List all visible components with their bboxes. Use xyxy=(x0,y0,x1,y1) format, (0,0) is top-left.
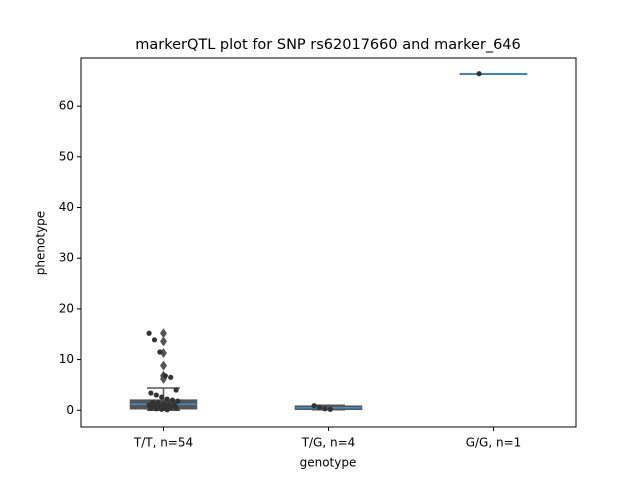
y-tick-label: 10 xyxy=(59,352,74,366)
point xyxy=(327,406,333,412)
point xyxy=(169,397,176,403)
outlier xyxy=(160,360,167,371)
y-tick-label: 40 xyxy=(59,200,74,214)
point xyxy=(168,404,174,410)
point xyxy=(164,407,170,413)
point xyxy=(153,406,159,412)
x-axis-label: genotype xyxy=(300,456,357,470)
point xyxy=(159,394,165,400)
point xyxy=(153,392,159,398)
point xyxy=(164,396,170,402)
point xyxy=(146,330,152,336)
point xyxy=(148,405,154,411)
y-tick-label: 60 xyxy=(59,99,74,113)
point xyxy=(173,387,179,393)
y-tick-label: 20 xyxy=(59,301,74,315)
point xyxy=(322,406,328,412)
y-tick-label: 30 xyxy=(59,251,74,265)
point xyxy=(148,390,154,396)
point xyxy=(316,404,323,410)
plot-frame xyxy=(80,57,577,428)
y-tick-label: 0 xyxy=(66,403,74,417)
point xyxy=(168,374,174,380)
outlier xyxy=(160,328,167,339)
x-tick-label: T/G, n=4 xyxy=(301,436,356,450)
point xyxy=(173,405,179,411)
x-tick-label: T/T, n=54 xyxy=(133,436,193,450)
x-tick-label: G/G, n=1 xyxy=(466,436,522,450)
y-axis-label: phenotype xyxy=(34,211,48,275)
chart-title: markerQTL plot for SNP rs62017660 and ma… xyxy=(135,37,521,53)
point xyxy=(157,349,163,355)
point xyxy=(159,406,165,412)
point xyxy=(476,71,482,77)
point xyxy=(151,337,158,343)
outlier xyxy=(160,336,167,347)
y-tick-label: 50 xyxy=(59,149,74,163)
point xyxy=(175,398,181,404)
point xyxy=(162,373,168,379)
point xyxy=(311,403,317,409)
